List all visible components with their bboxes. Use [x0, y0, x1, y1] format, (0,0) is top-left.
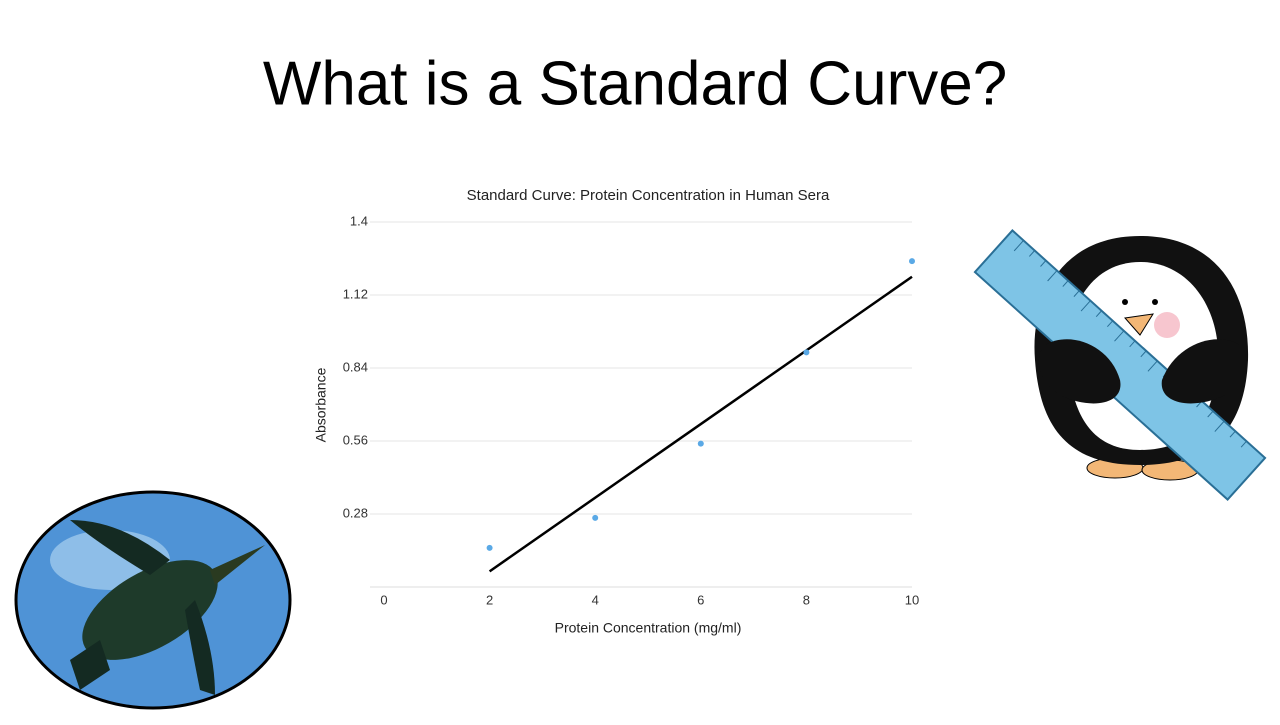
y-tick-label: 0.84: [343, 359, 368, 374]
data-point: [909, 258, 915, 265]
x-tick-label: 6: [697, 592, 704, 607]
chart-title: Standard Curve: Protein Concentration in…: [467, 187, 830, 204]
penguin-cartoon: [973, 229, 1267, 501]
y-tick-label: 1.12: [343, 286, 368, 301]
y-tick-label: 0.28: [343, 505, 368, 520]
y-tick-label: 0.56: [343, 432, 368, 447]
x-tick-label: 10: [905, 592, 919, 607]
data-point: [592, 514, 599, 521]
penguin-photo: [14, 490, 292, 710]
x-tick-label: 2: [486, 592, 493, 607]
slide-title: What is a Standard Curve?: [263, 49, 1007, 118]
y-tick-label: 1.4: [350, 213, 368, 228]
x-tick-label: 4: [592, 592, 599, 607]
data-point: [697, 440, 704, 447]
x-tick-label: 8: [803, 592, 810, 607]
y-axis-label: Absorbance: [313, 367, 329, 442]
data-point: [803, 349, 810, 356]
trendline: [488, 275, 913, 573]
data-point: [486, 544, 493, 551]
x-axis-label: Protein Concentration (mg/ml): [555, 620, 742, 636]
x-tick-label: 0: [380, 592, 387, 607]
